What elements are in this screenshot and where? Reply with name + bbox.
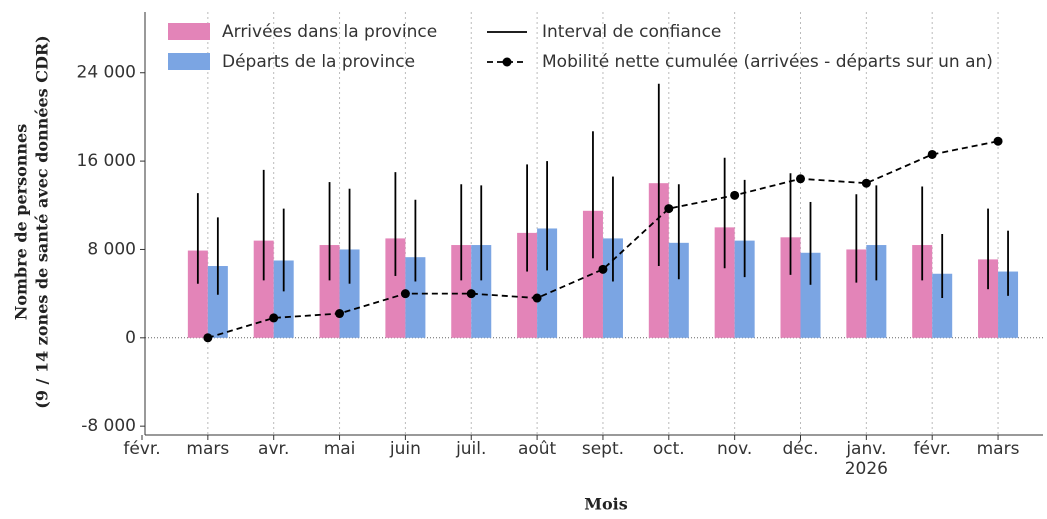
x-tick-label: sept. [582,439,624,459]
bar [846,249,867,338]
bar [668,242,689,338]
net-point [664,204,674,214]
bar [780,237,801,338]
x-tick-label: févr. [914,439,951,459]
bar [537,228,558,338]
net-point [993,136,1003,146]
net-point [400,289,410,299]
net-point [861,178,871,188]
legend-swatch [168,53,210,70]
y-axis-label: (9 / 14 zones de santé avec données CDR) [33,35,52,408]
net-point [269,313,279,323]
bar [866,245,887,338]
y-tick-label: 8 000 [87,239,136,259]
bar [582,210,603,338]
net-point [203,333,213,343]
legend-swatch [168,23,210,40]
net-point [466,289,476,299]
y-tick-label: 24 000 [77,63,136,83]
bar [517,232,538,338]
bar [405,257,426,338]
x-tick-label: mars [977,439,1020,459]
bar [451,245,472,338]
bar [734,240,755,338]
x-tick-label: nov. [717,439,752,459]
x-tick-label: avr. [258,439,289,459]
x-tick-label: mars [186,439,229,459]
x-tick-label: janv. 2026 [845,439,888,479]
bar [187,250,208,338]
x-tick-label: oct. [653,439,685,459]
bar [602,238,623,338]
net-point [927,149,937,159]
net-point [730,190,740,200]
bar [339,249,360,338]
x-tick-label: mai [324,439,356,459]
x-tick-label: août [518,439,557,459]
y-axis-label: Nombre de personnes [12,124,31,320]
y-tick-label: -8 000 [81,416,136,436]
bar [714,227,735,338]
legend-swatch [502,57,512,67]
legend-label: Départs de la province [222,52,415,72]
bar [319,245,340,338]
x-tick-label: juil. [455,439,486,459]
bar [471,245,492,338]
bar [385,238,406,338]
x-tick-label: févr. [123,439,160,459]
bar [998,271,1019,338]
bar [912,245,933,338]
bar [932,273,953,338]
net-point [532,293,542,303]
legend-label: Arrivées dans la province [222,22,437,42]
net-point [335,309,345,319]
y-tick-label: 16 000 [77,151,136,171]
bar [207,266,228,338]
x-axis-label: Mois [584,495,627,514]
y-tick-label: 0 [125,328,136,348]
x-tick-label: déc. [782,439,818,459]
bar [978,259,999,338]
legend-label: Mobilité nette cumulée (arrivées - dépar… [542,52,993,72]
bar [800,252,821,338]
bar [253,240,274,338]
x-tick-label: juin [389,439,421,459]
net-point [598,264,608,274]
net-point [796,174,805,184]
legend-label: Interval de confiance [542,22,721,42]
